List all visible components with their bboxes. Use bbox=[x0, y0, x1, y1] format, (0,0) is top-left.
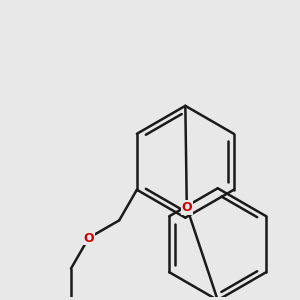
Text: O: O bbox=[182, 201, 192, 214]
Text: O: O bbox=[83, 232, 94, 244]
